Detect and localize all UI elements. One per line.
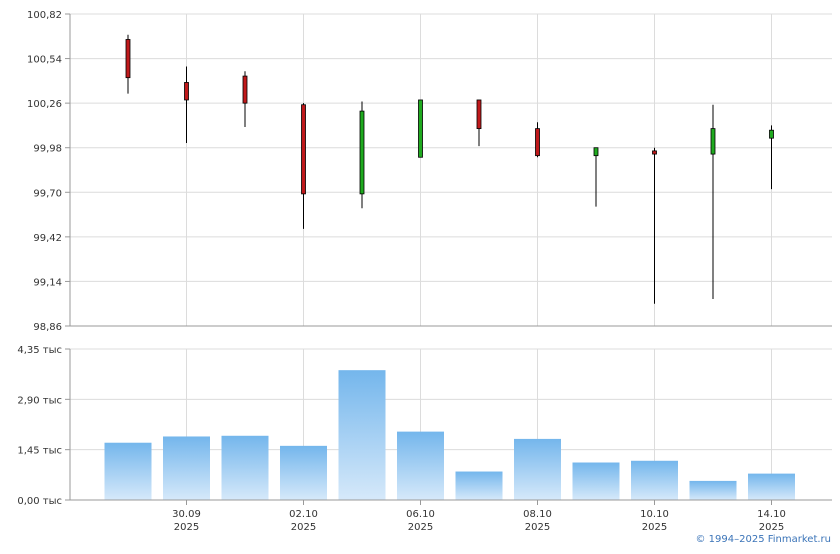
volume-bar <box>104 442 152 500</box>
volume-bar <box>163 436 210 500</box>
price-tick-label: 100,54 <box>27 55 62 66</box>
x-tick-date-label: 02.10 <box>289 509 318 520</box>
candle-body <box>476 99 482 130</box>
volume-bar <box>748 473 795 500</box>
price-tick-label: 99,42 <box>33 233 62 244</box>
volume-bar <box>514 438 561 500</box>
volume-bar <box>280 445 327 500</box>
candle-body <box>710 128 716 155</box>
x-tick-year-label: 2025 <box>291 522 316 533</box>
x-tick-date-label: 06.10 <box>406 509 435 520</box>
volume-tick-label: 4,35 тыс <box>17 345 62 356</box>
volume-tick-label: 1,45 тыс <box>17 446 62 457</box>
x-tick-date-label: 08.10 <box>523 509 552 520</box>
candle-body <box>769 129 774 139</box>
candle-body <box>359 110 365 195</box>
x-tick-year-label: 2025 <box>759 522 784 533</box>
price-tick-label: 98,86 <box>33 322 62 333</box>
candle-body <box>184 82 189 101</box>
copyright-text[interactable]: © 1994–2025 Finmarket.ru <box>695 534 831 545</box>
x-tick-year-label: 2025 <box>408 522 433 533</box>
candle-body <box>301 104 306 195</box>
price-tick-label: 100,82 <box>27 10 62 21</box>
price-panel: 100,82 100,54 100,26 99,98 99,70 99,42 99,14 98… <box>27 10 832 333</box>
candle-body <box>418 99 423 158</box>
volume-bar <box>631 460 678 500</box>
candle-body <box>125 39 131 79</box>
volume-bar <box>572 462 620 500</box>
x-tick-date-label: 14.10 <box>757 509 786 520</box>
candle-body <box>242 75 248 104</box>
x-tick-date-label: 30.09 <box>172 509 201 520</box>
volume-panel: 4,35 тыс 2,90 тыс 1,45 тыс 0,00 тыс <box>17 345 832 507</box>
candle-body <box>652 150 657 155</box>
x-tick-year-label: 2025 <box>174 522 199 533</box>
candle-body <box>593 147 599 157</box>
candle-body <box>535 128 540 157</box>
price-tick-label: 99,70 <box>33 188 62 199</box>
volume-bar <box>338 370 386 500</box>
volume-tick-label: 2,90 тыс <box>17 395 62 406</box>
x-tick-year-label: 2025 <box>642 522 667 533</box>
x-axis: 30.09 2025 02.10 2025 06.10 2025 08.10 2025 10.1… <box>172 500 786 533</box>
price-tick-label: 99,14 <box>33 277 62 288</box>
volume-tick-label: 0,00 тыс <box>17 496 62 507</box>
x-tick-year-label: 2025 <box>525 522 550 533</box>
price-tick-label: 99,98 <box>33 144 62 155</box>
volume-bar <box>689 480 737 500</box>
volume-bar <box>397 431 444 500</box>
price-tick-label: 100,26 <box>27 99 62 110</box>
x-tick-date-label: 10.10 <box>640 509 669 520</box>
volume-bar <box>455 471 503 500</box>
volume-bar <box>221 435 269 500</box>
